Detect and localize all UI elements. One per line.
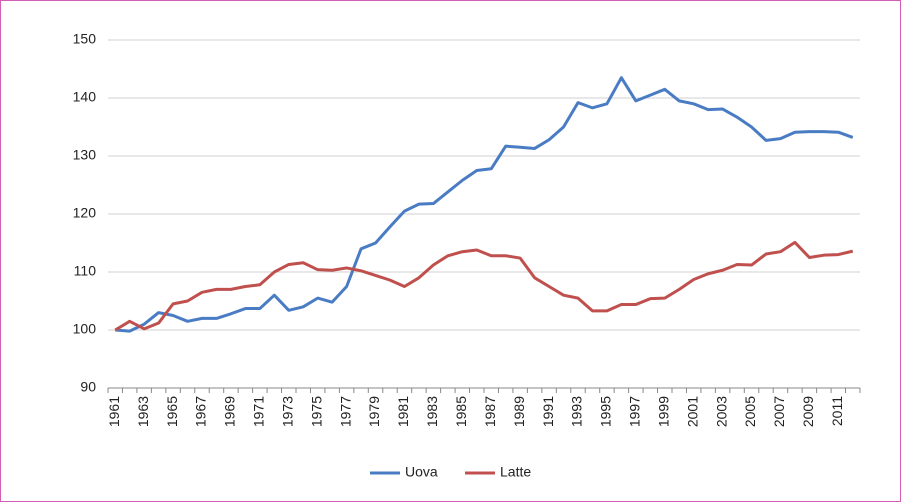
x-tick-label: 2007 [771, 396, 787, 427]
x-tick-label: 1969 [222, 396, 238, 427]
x-tick-label: 1963 [135, 396, 151, 427]
x-tick-label: 1973 [279, 396, 295, 427]
x-tick-label: 1979 [366, 396, 382, 427]
y-tick-label: 150 [73, 31, 97, 47]
legend-label: Latte [500, 464, 531, 480]
x-tick-label: 1985 [453, 396, 469, 427]
series-line [115, 76, 854, 333]
x-tick-label: 2001 [684, 396, 700, 427]
x-tick-label: 1961 [106, 396, 122, 427]
y-tick-label: 140 [73, 89, 97, 105]
x-tick-label: 1981 [395, 396, 411, 427]
y-tick-label: 130 [73, 147, 97, 163]
x-tick-label: 1987 [482, 396, 498, 427]
y-tick-label: 90 [80, 379, 96, 395]
x-tick-label: 1991 [540, 396, 556, 427]
x-tick-label: 1975 [308, 396, 324, 427]
x-tick-label: 1989 [511, 396, 527, 427]
x-tick-label: 1993 [569, 396, 585, 427]
y-tick-label: 100 [73, 321, 97, 337]
x-tick-label: 1965 [164, 396, 180, 427]
legend-label: Uova [405, 464, 438, 480]
x-tick-label: 1999 [655, 396, 671, 427]
x-tick-label: 2011 [829, 396, 845, 426]
x-tick-label: 2003 [713, 396, 729, 427]
x-tick-label: 1967 [193, 396, 209, 427]
x-tick-label: 2005 [742, 396, 758, 427]
x-tick-label: 1995 [598, 396, 614, 427]
y-tick-label: 110 [74, 263, 97, 279]
x-tick-label: 1983 [424, 396, 440, 427]
series-line [114, 240, 854, 332]
y-tick-label: 120 [73, 205, 97, 221]
x-tick-label: 1971 [251, 396, 267, 427]
x-tick-label: 1977 [337, 396, 353, 427]
x-tick-label: 2009 [800, 396, 816, 427]
x-tick-label: 1997 [627, 396, 643, 427]
